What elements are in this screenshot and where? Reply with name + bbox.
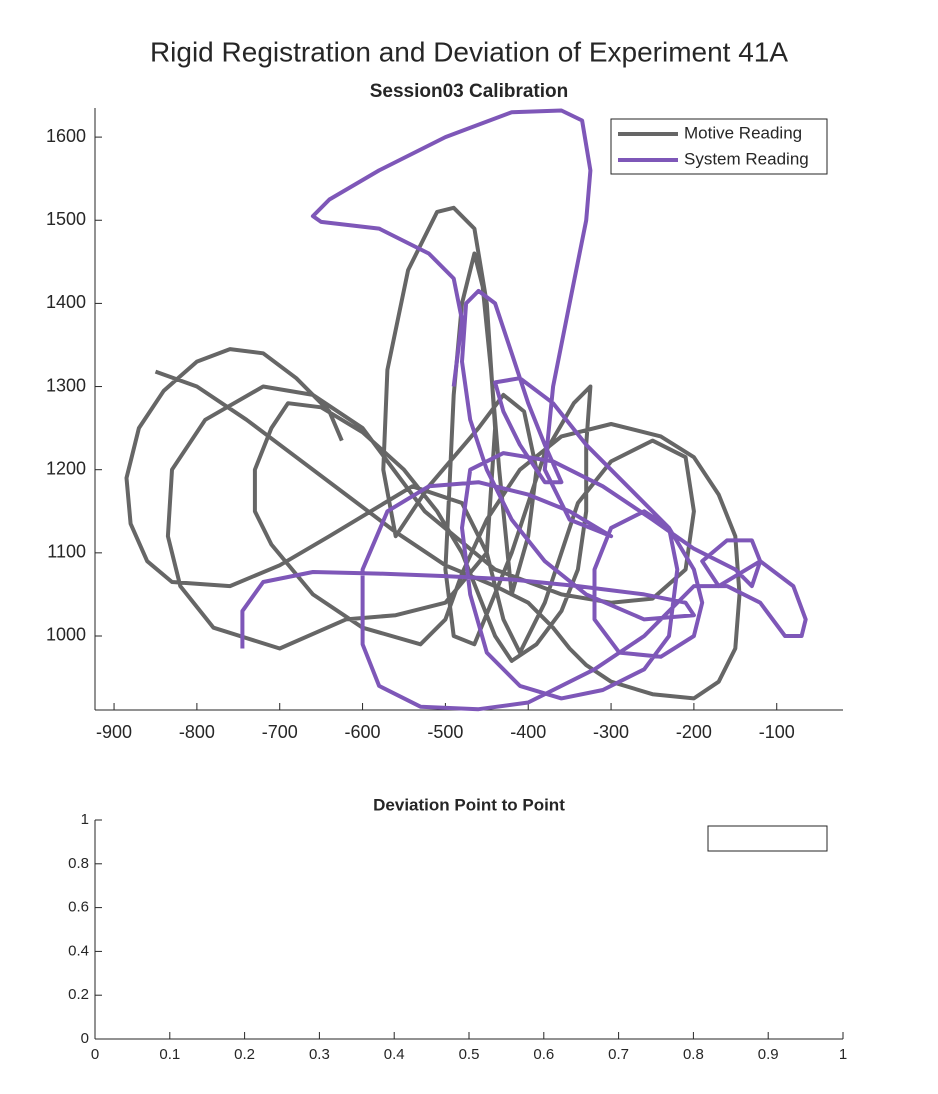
x-tick-label: -500: [427, 722, 463, 742]
y-tick-label: 1: [81, 811, 89, 828]
y-tick-label: 0.2: [68, 986, 89, 1003]
y-tick-label: 1000: [46, 625, 86, 645]
x-tick-label: 0.3: [309, 1046, 330, 1063]
x-tick-label: 0.7: [608, 1046, 629, 1063]
y-tick-label: 1600: [46, 126, 86, 146]
x-tick-label: 1: [839, 1046, 847, 1063]
data-line: [124, 205, 742, 701]
x-tick-label: 0.2: [234, 1046, 255, 1063]
x-tick-label: -700: [262, 722, 298, 742]
y-tick-label: 1200: [46, 458, 86, 478]
chart-title: Session03 Calibration: [370, 81, 569, 102]
legend-box: [610, 118, 828, 175]
y-tick-label: 1100: [47, 542, 86, 562]
x-tick-label: 0: [91, 1046, 99, 1063]
x-tick-label: -400: [510, 722, 546, 742]
x-tick-label: -100: [759, 722, 795, 742]
x-tick-label: -200: [676, 722, 712, 742]
y-tick-label: 1500: [46, 209, 86, 229]
y-tick-label: 0: [81, 1030, 89, 1047]
legend-box: [707, 825, 828, 852]
x-tick-label: 0.9: [758, 1046, 779, 1063]
x-tick-label: -600: [345, 722, 381, 742]
legend-label: System Reading: [684, 149, 809, 168]
figure-title: Rigid Registration and Deviation of Expe…: [150, 36, 788, 67]
x-tick-label: 0.5: [459, 1046, 480, 1063]
x-tick-label: 0.1: [159, 1046, 180, 1063]
y-tick-label: 0.8: [68, 855, 89, 872]
legend-label: Motive Reading: [684, 123, 802, 142]
x-tick-label: 0.6: [533, 1046, 554, 1063]
x-tick-label: -300: [593, 722, 629, 742]
x-tick-label: -900: [96, 722, 132, 742]
y-tick-label: 1300: [46, 375, 86, 395]
y-tick-label: 1400: [46, 292, 86, 312]
y-tick-label: 0.6: [68, 899, 89, 916]
y-tick-label: 0.4: [68, 942, 89, 959]
x-tick-label: 0.4: [384, 1046, 405, 1063]
x-tick-label: -800: [179, 722, 215, 742]
x-tick-label: 0.8: [683, 1046, 704, 1063]
chart-title: Deviation Point to Point: [373, 795, 565, 814]
data-line: [240, 108, 808, 712]
